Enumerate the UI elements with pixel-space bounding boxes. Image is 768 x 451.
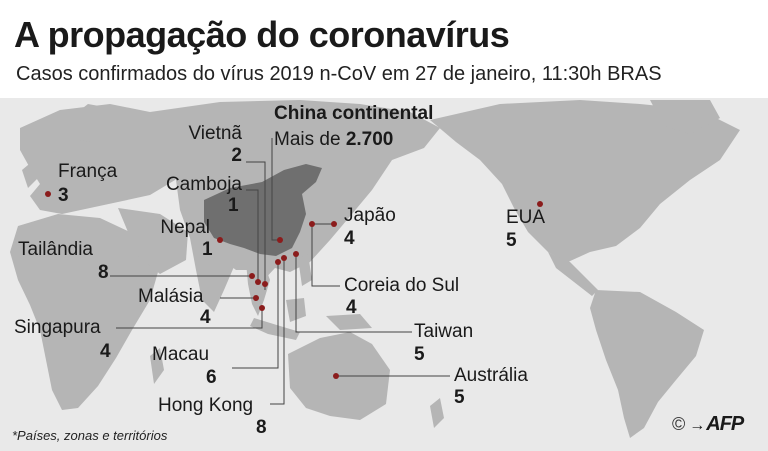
land-masses [10, 100, 740, 438]
land-uk [22, 160, 38, 188]
taiwan-count: 5 [414, 344, 425, 365]
marker-singapura [259, 305, 265, 311]
malasia-label: Malásia [138, 286, 204, 307]
japao-label: Japão [344, 205, 396, 226]
leader-vietna [246, 161, 266, 290]
marker-tailandia [249, 273, 255, 279]
taiwan-label: Taiwan [414, 321, 474, 342]
marker-malasia [253, 295, 259, 301]
marker-hongkong [281, 255, 287, 261]
map-subtitle: Casos confirmados do vírus 2019 n-CoV em… [16, 63, 662, 85]
china-count-prefix: Mais de [274, 129, 346, 150]
china-count: Mais de 2.700 [274, 130, 393, 150]
land-arabia [118, 208, 188, 274]
vietna-count: 2 [231, 145, 242, 166]
eua-count: 5 [506, 230, 517, 251]
land-madagascar [150, 348, 164, 384]
vietna-label: Vietnã [188, 123, 242, 144]
marker-camboja [255, 279, 261, 285]
japao-count: 4 [344, 228, 355, 249]
marker-vietna [262, 281, 268, 287]
hongkong-label: Hong Kong [158, 395, 254, 416]
macau-count: 6 [206, 367, 217, 388]
land-philippines [298, 254, 312, 286]
land-greenland [650, 100, 720, 134]
malasia-count: 4 [200, 307, 211, 328]
franca-label: França [58, 161, 118, 182]
leader-singapura [116, 308, 263, 329]
coreia-count: 4 [346, 297, 357, 318]
marker-macau [275, 259, 281, 265]
marker-japao [331, 221, 337, 227]
marker-franca [45, 191, 51, 197]
hongkong-count: 8 [256, 417, 267, 438]
macau-label: Macau [152, 344, 210, 365]
copyright-symbol: © [672, 414, 686, 434]
nepal-label: Nepal [160, 217, 210, 238]
marker-taiwan [293, 251, 299, 257]
afp-credit: © AFP [672, 413, 744, 436]
footnote: *Países, zonas e territórios [12, 428, 168, 443]
coreia-label: Coreia do Sul [344, 275, 460, 296]
land-central-america [548, 252, 598, 296]
land-africa [10, 214, 158, 410]
leader-hongkong [270, 258, 285, 405]
marker-china [277, 237, 283, 243]
case-markers [45, 191, 543, 379]
map-title: A propagação do coronavírus [14, 14, 510, 55]
singapura-label: Singapura [14, 317, 101, 338]
leader-lines [110, 138, 450, 405]
land-indonesia-west [250, 318, 300, 340]
land-europe [20, 104, 190, 214]
singapura-count: 4 [100, 341, 111, 362]
leader-macau [232, 262, 279, 369]
leader-coreia [311, 226, 340, 287]
marker-eua [537, 201, 543, 207]
land-south-america [590, 290, 704, 438]
land-japan [318, 184, 350, 234]
camboja-count: 1 [228, 195, 239, 216]
tailandia-count: 8 [98, 262, 109, 283]
leader-camboja [246, 189, 259, 282]
australia-label: Austrália [454, 365, 528, 386]
china-highlight [204, 164, 322, 256]
land-india [190, 238, 236, 312]
australia-count: 5 [454, 387, 465, 408]
land-indochina [246, 258, 270, 316]
eua-label: EUA [506, 207, 546, 228]
tailandia-label: Tailândia [18, 239, 93, 260]
china-label: China continental [274, 103, 434, 124]
camboja-label: Camboja [165, 174, 242, 195]
marker-nepal [217, 237, 223, 243]
franca-count: 3 [58, 185, 69, 206]
land-new-zealand [430, 398, 444, 428]
land-new-guinea [326, 314, 372, 330]
marker-coreia [309, 221, 315, 227]
afp-logo-icon: AFP [689, 413, 744, 436]
leader-taiwan [295, 254, 412, 333]
china-count-value: 2.700 [345, 129, 394, 150]
nepal-count: 1 [202, 239, 213, 260]
land-north-america [430, 100, 740, 262]
marker-australia [333, 373, 339, 379]
land-scandinavia [70, 104, 110, 142]
